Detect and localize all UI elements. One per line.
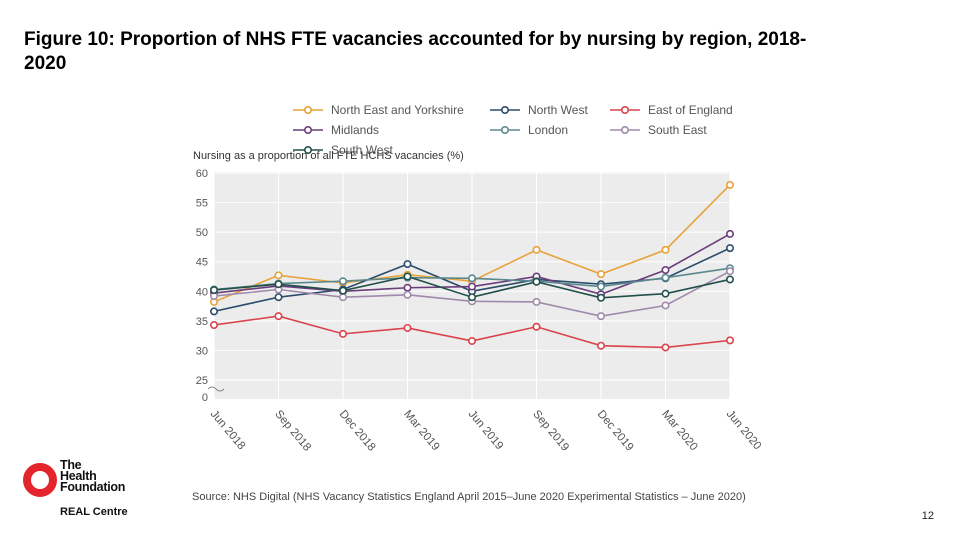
data-point xyxy=(209,320,218,329)
y-tick-label: 0 xyxy=(202,392,208,404)
data-point xyxy=(661,245,670,254)
logo-ring-icon xyxy=(23,463,57,497)
data-point xyxy=(661,301,670,310)
y-tick-label: 60 xyxy=(196,168,208,180)
data-point xyxy=(403,290,412,299)
data-point xyxy=(339,329,348,338)
source-note: Source: NHS Digital (NHS Vacancy Statist… xyxy=(192,491,746,503)
y-tick-label: 25 xyxy=(196,375,208,387)
data-point xyxy=(661,273,670,282)
legend-item: North West xyxy=(490,103,588,117)
y-tick-label: 35 xyxy=(196,316,208,328)
y-tick-label: 40 xyxy=(196,286,208,298)
data-point xyxy=(339,293,348,302)
data-point xyxy=(403,323,412,332)
legend-label: North East and Yorkshire xyxy=(331,103,464,117)
y-axis-ticks: 60 55 50 45 40 35 30 25 0 xyxy=(196,168,208,404)
data-point xyxy=(596,341,605,350)
x-tick-label: Dec 2019 xyxy=(595,408,636,453)
data-point xyxy=(532,277,541,286)
data-point xyxy=(725,275,734,284)
data-point xyxy=(339,277,348,286)
legend-item: Midlands xyxy=(293,123,379,137)
data-point xyxy=(274,271,283,280)
data-point xyxy=(596,293,605,302)
data-point xyxy=(532,245,541,254)
y-tick-label: 55 xyxy=(196,198,208,210)
legend-swatch-marker xyxy=(500,125,509,134)
data-point xyxy=(725,180,734,189)
legend-item: South West xyxy=(293,143,393,157)
chart-legend: North East and Yorkshire North West East o… xyxy=(293,103,733,157)
x-tick-label: Sep 2019 xyxy=(530,408,571,453)
x-tick-label: Jun 2020 xyxy=(724,408,764,452)
data-point xyxy=(725,336,734,345)
legend-swatch-marker xyxy=(304,106,313,115)
data-point xyxy=(339,286,348,295)
legend-item: East of England xyxy=(610,103,733,117)
legend-item: London xyxy=(490,123,568,137)
logo-line: Health xyxy=(60,469,97,483)
legend-swatch-marker xyxy=(304,125,313,134)
data-point xyxy=(467,274,476,283)
logo-line: Foundation xyxy=(60,480,126,494)
x-tick-label: Sep 2018 xyxy=(272,408,313,453)
legend-swatch-marker xyxy=(620,125,629,134)
data-point xyxy=(403,272,412,281)
logo-wordmark: The Health Foundation xyxy=(60,458,126,494)
legend-swatch-marker xyxy=(620,106,629,115)
legend-label: Midlands xyxy=(331,123,379,137)
x-tick-label: Mar 2019 xyxy=(401,408,441,453)
data-point xyxy=(274,312,283,321)
legend-item: North East and Yorkshire xyxy=(293,103,464,117)
y-axis-label: Nursing as a proportion of all FTE HCHS … xyxy=(193,150,464,162)
data-point xyxy=(274,280,283,289)
data-point xyxy=(725,267,734,276)
x-tick-label: Jun 2019 xyxy=(466,408,506,452)
x-axis-ticks: Jun 2018 Sep 2018 Dec 2018 Mar 2019 Jun 2019… xyxy=(208,408,764,453)
data-point xyxy=(403,260,412,269)
data-point xyxy=(725,244,734,253)
data-point xyxy=(596,270,605,279)
data-point xyxy=(467,336,476,345)
page-number: 12 xyxy=(921,510,934,522)
legend-label: East of England xyxy=(648,103,733,117)
legend-item: South East xyxy=(610,123,707,137)
y-tick-label: 50 xyxy=(196,227,208,239)
data-point xyxy=(661,289,670,298)
data-point xyxy=(209,307,218,316)
data-point xyxy=(209,286,218,295)
axis-break xyxy=(207,386,225,392)
data-point xyxy=(532,297,541,306)
legend-label: London xyxy=(528,123,568,137)
logo-subtitle: REAL Centre xyxy=(60,506,128,518)
line-chart: North East and Yorkshire North West East o… xyxy=(193,103,764,454)
data-point xyxy=(467,282,476,291)
legend-label: South East xyxy=(648,123,707,137)
axis-break-mark xyxy=(207,386,225,392)
logo-line: The xyxy=(60,458,82,472)
page-title: Figure 10: Proportion of NHS FTE vacanci… xyxy=(24,29,807,74)
x-tick-label: Dec 2018 xyxy=(337,408,378,453)
data-point xyxy=(661,265,670,274)
x-tick-label: Mar 2020 xyxy=(659,408,699,453)
y-tick-label: 30 xyxy=(196,345,208,357)
grid-lines xyxy=(213,172,731,399)
data-point xyxy=(596,312,605,321)
legend-label: North West xyxy=(528,103,588,117)
legend-swatch-marker xyxy=(500,106,509,115)
y-tick-label: 45 xyxy=(196,257,208,269)
legend-label: South West xyxy=(331,143,393,157)
data-point xyxy=(532,322,541,331)
series-points xyxy=(209,180,734,352)
legend-swatch-marker xyxy=(304,145,313,154)
data-point xyxy=(725,229,734,238)
data-point xyxy=(403,283,412,292)
data-point xyxy=(274,293,283,302)
data-point xyxy=(661,343,670,352)
data-point xyxy=(467,293,476,302)
x-tick-label: Jun 2018 xyxy=(208,408,248,452)
data-point xyxy=(596,282,605,291)
